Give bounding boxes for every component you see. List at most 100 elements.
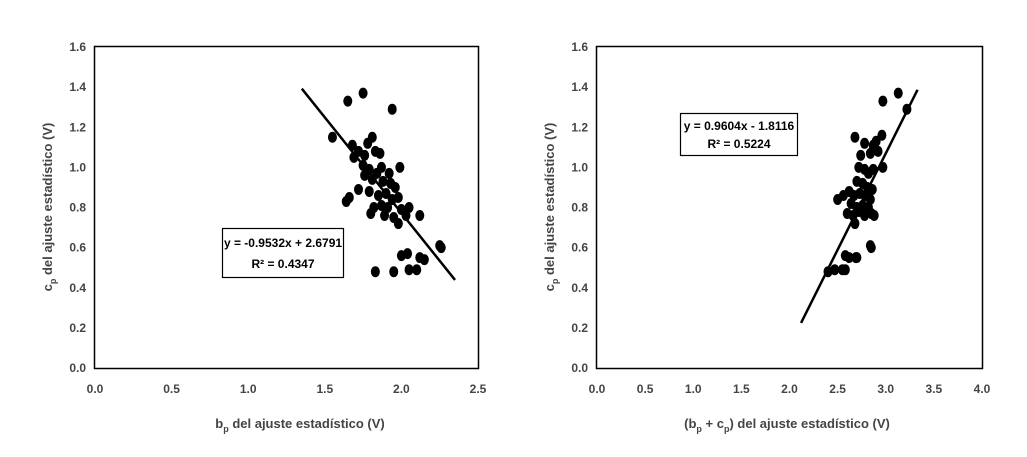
data-point xyxy=(376,161,386,173)
data-point xyxy=(395,161,405,173)
trendline-equation: y = 0.9604x - 1.8116 xyxy=(684,119,795,133)
r-squared-label: R² = 0.5224 xyxy=(707,137,770,151)
x-axis-title-rest: del ajuste estadístico (V) xyxy=(229,416,385,431)
y-tick-label: 0.4 xyxy=(571,281,588,295)
y-axis-title: cp del ajuste estadístico (V) xyxy=(40,123,58,292)
data-point xyxy=(370,145,380,157)
data-point xyxy=(404,264,414,276)
data-point xyxy=(364,185,374,197)
data-point xyxy=(393,191,403,203)
data-point xyxy=(893,87,903,99)
data-point xyxy=(360,149,370,161)
data-point xyxy=(860,137,870,149)
y-tick-labels: 0.0 0.2 0.4 0.6 0.8 1.0 1.2 1.4 1.6 xyxy=(69,40,86,375)
data-point xyxy=(390,181,400,193)
y-tick-label: 0.8 xyxy=(69,201,86,215)
y-tick-label: 1.2 xyxy=(69,120,86,134)
x-tick-label: 2.0 xyxy=(393,382,410,396)
data-point xyxy=(367,173,377,185)
x-tick-labels: 0.0 0.5 1.0 1.5 2.0 2.5 xyxy=(87,382,487,396)
x-tick-label: 0.5 xyxy=(637,382,654,396)
data-point xyxy=(378,175,388,187)
y-tick-label: 0.8 xyxy=(571,201,588,215)
x-tick-label: 2.5 xyxy=(829,382,846,396)
data-point xyxy=(436,242,446,254)
data-points xyxy=(823,87,912,278)
x-axis-title-mid: + c xyxy=(702,416,724,431)
y-tick-label: 1.2 xyxy=(571,120,588,134)
y-axis-title-main: c xyxy=(40,284,55,291)
x-tick-label: 1.5 xyxy=(316,382,333,396)
x-tick-label: 1.5 xyxy=(733,382,750,396)
x-axis-title-pre: (b xyxy=(684,416,696,431)
y-axis-title-subscript: p xyxy=(550,278,560,284)
y-tick-label: 1.4 xyxy=(571,80,588,94)
data-point xyxy=(873,145,883,157)
data-point xyxy=(358,87,368,99)
x-tick-label: 1.0 xyxy=(685,382,702,396)
data-point xyxy=(856,149,866,161)
data-point xyxy=(401,210,411,222)
data-point xyxy=(370,266,380,278)
x-tick-label: 1.0 xyxy=(240,382,257,396)
data-point xyxy=(840,264,850,276)
data-point xyxy=(415,210,425,222)
y-tick-label: 0.4 xyxy=(69,281,86,295)
data-point xyxy=(852,252,862,264)
data-point xyxy=(869,210,879,222)
data-point xyxy=(343,95,353,107)
y-tick-label: 1.6 xyxy=(571,40,588,54)
data-point xyxy=(380,210,390,222)
data-point xyxy=(387,103,397,115)
x-tick-label: 3.0 xyxy=(877,382,894,396)
y-tick-label: 1.0 xyxy=(69,160,86,174)
data-point xyxy=(833,193,843,205)
x-tick-label: 0.0 xyxy=(589,382,606,396)
trendline xyxy=(300,87,456,281)
data-point xyxy=(393,218,403,230)
y-axis-title-rest: del ajuste estadístico (V) xyxy=(542,123,557,279)
x-axis-title-subscript-1: p xyxy=(696,424,702,434)
chart-bp-plus-cp-vs-cp: 0.0 0.2 0.4 0.6 0.8 1.0 1.2 1.4 1.6 0.0 0.5 1.0 1.5… xyxy=(542,40,991,434)
equation-box-border xyxy=(679,112,799,157)
y-tick-labels: 0.0 0.2 0.4 0.6 0.8 1.0 1.2 1.4 1.6 xyxy=(571,40,588,375)
y-tick-label: 1.6 xyxy=(69,40,86,54)
data-point xyxy=(850,131,860,143)
x-tick-label: 4.0 xyxy=(974,382,991,396)
chart-bp-vs-cp: 0.0 0.2 0.4 0.6 0.8 1.0 1.2 1.4 1.6 0.0 0.5 1.0 1.5… xyxy=(40,40,487,434)
x-tick-label: 0.0 xyxy=(87,382,104,396)
data-point xyxy=(354,183,364,195)
data-point xyxy=(403,248,413,260)
r-squared-label: R² = 0.4347 xyxy=(251,257,314,271)
x-axis-title-rest: ) del ajuste estadístico (V) xyxy=(729,416,889,431)
y-axis-title-rest: del ajuste estadístico (V) xyxy=(40,123,55,279)
y-axis-title-main: c xyxy=(542,284,557,291)
x-tick-label: 2.0 xyxy=(781,382,798,396)
data-point xyxy=(419,254,429,266)
x-axis-title-subscript: p xyxy=(223,424,229,434)
x-tick-label: 2.5 xyxy=(470,382,487,396)
data-point xyxy=(865,147,875,159)
x-axis-title-subscript-2: p xyxy=(724,424,730,434)
data-point xyxy=(373,189,383,201)
data-points xyxy=(327,87,446,278)
trendline xyxy=(799,89,919,324)
y-tick-label: 1.0 xyxy=(571,160,588,174)
data-point xyxy=(341,195,351,207)
data-point xyxy=(871,135,881,147)
data-point xyxy=(412,264,422,276)
x-tick-label: 0.5 xyxy=(163,382,180,396)
data-point xyxy=(384,167,394,179)
data-point xyxy=(327,131,337,143)
data-point xyxy=(830,264,840,276)
data-point xyxy=(389,266,399,278)
data-point xyxy=(860,210,870,222)
x-axis-title: bp del ajuste estadístico (V) xyxy=(215,416,385,434)
data-point xyxy=(366,208,376,220)
y-tick-label: 0.0 xyxy=(571,361,588,375)
x-tick-labels: 0.0 0.5 1.0 1.5 2.0 2.5 3.0 3.5 4.0 xyxy=(589,382,991,396)
plot-area-frame xyxy=(93,45,480,370)
equation-box-border xyxy=(221,227,345,279)
x-axis-title-main: b xyxy=(215,416,223,431)
